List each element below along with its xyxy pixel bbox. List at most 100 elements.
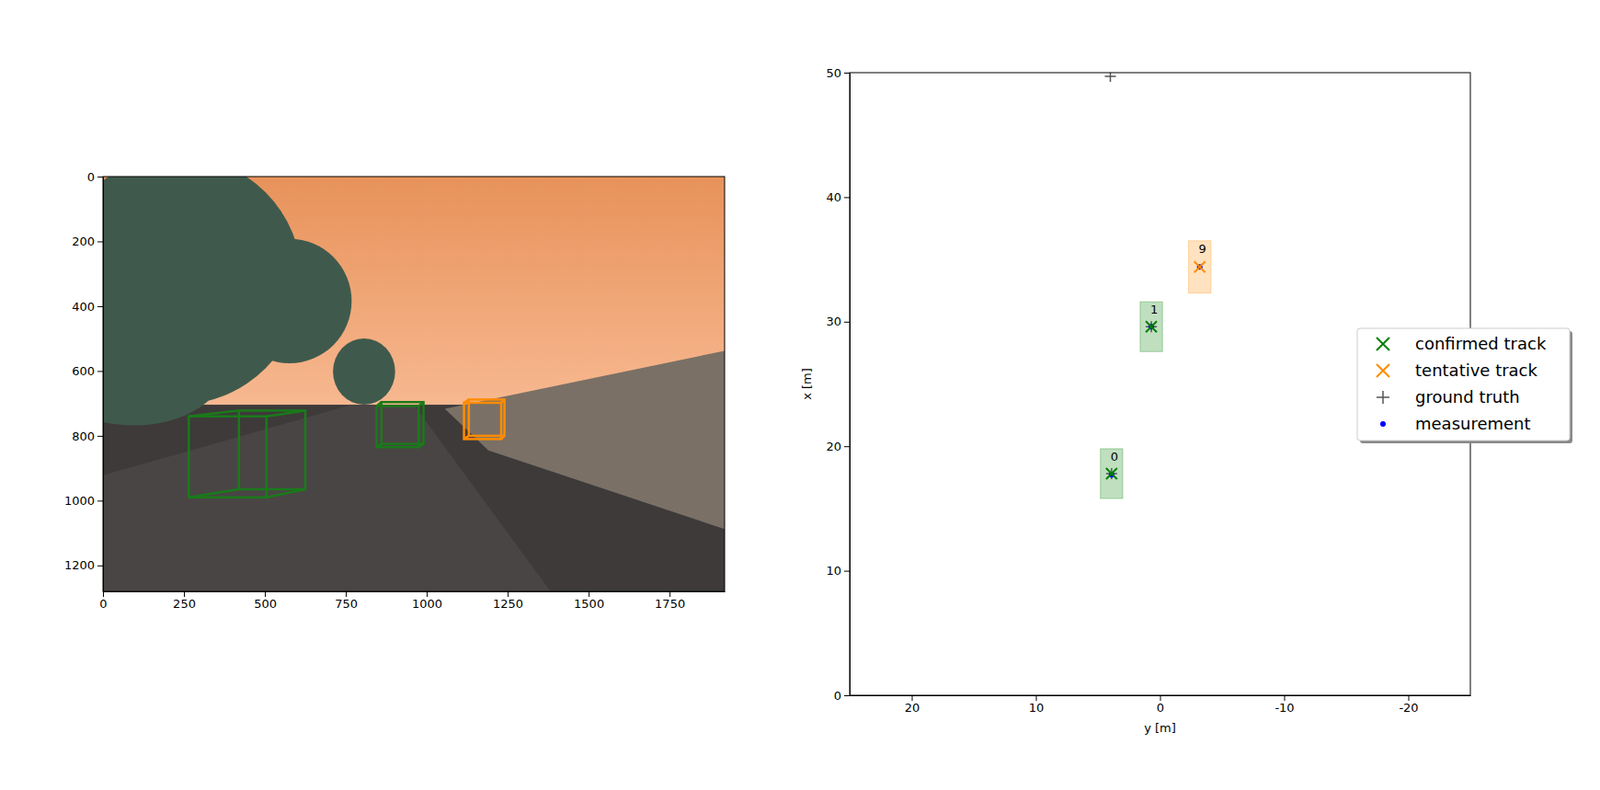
- tick: 800: [71, 429, 103, 444]
- wall: [445, 350, 725, 529]
- legend-entry: tentative track: [1376, 360, 1539, 380]
- legend-label: tentative track: [1415, 360, 1539, 380]
- tick-label: 0: [1156, 700, 1165, 715]
- tick-mark: [264, 591, 266, 597]
- tick-mark: [97, 306, 103, 308]
- tick-label: 600: [71, 364, 95, 378]
- tick-mark: [912, 695, 914, 701]
- box-edge: [377, 444, 382, 448]
- tick-label: 1500: [573, 596, 605, 611]
- point: [1106, 468, 1118, 480]
- track-extent: [1188, 240, 1212, 294]
- tick-mark: [97, 176, 103, 178]
- box-face: [464, 402, 502, 439]
- tick-mark: [1284, 695, 1286, 701]
- tick: 0: [99, 591, 107, 611]
- tick-label: 500: [253, 596, 277, 611]
- tick-label: 20: [904, 700, 921, 715]
- tick-mark: [97, 435, 103, 437]
- legend-label: measurement: [1415, 413, 1532, 434]
- legend-label: ground truth: [1415, 387, 1520, 407]
- box-face: [381, 401, 424, 444]
- tick: 0: [834, 688, 850, 703]
- tick: 1750: [654, 591, 686, 611]
- tick-mark: [844, 321, 850, 323]
- tick-label: 1000: [64, 493, 95, 508]
- tick-mark: [97, 370, 103, 372]
- box-face: [239, 410, 306, 490]
- box-face: [188, 416, 266, 498]
- box-edge: [188, 410, 240, 416]
- marks: [1100, 72, 1212, 499]
- tree: [332, 338, 396, 405]
- tick-mark: [345, 591, 347, 597]
- box-edge: [377, 401, 382, 406]
- legend-entry: measurement: [1380, 413, 1532, 434]
- tick-label: 50: [825, 66, 842, 80]
- tree: [102, 300, 228, 425]
- tick-mark: [97, 500, 103, 502]
- tick-label: -10: [1274, 700, 1294, 715]
- x-axis-title: y [m]: [1143, 720, 1177, 735]
- tick: 1000: [64, 493, 103, 508]
- track-label: 9: [1199, 241, 1207, 256]
- legend-label: confirmed track: [1415, 333, 1547, 354]
- tick: 1250: [492, 591, 524, 611]
- tick-label: 0: [87, 170, 95, 184]
- tick-label: 10: [1028, 700, 1045, 715]
- box-edge: [418, 401, 423, 406]
- tick-mark: [844, 196, 850, 198]
- tree: [227, 239, 352, 364]
- box-edge: [188, 489, 240, 498]
- tick-mark: [102, 591, 104, 597]
- track-extent: [1140, 301, 1163, 352]
- tick-mark: [844, 445, 850, 447]
- tick: 500: [253, 591, 277, 611]
- tick: 1000: [411, 591, 443, 611]
- tick: -20: [1398, 695, 1418, 715]
- tick: 1500: [573, 591, 605, 611]
- tick-label: 40: [825, 190, 842, 205]
- tick-mark: [1036, 695, 1038, 701]
- tick-label: 1750: [654, 596, 686, 611]
- tick-label: 0: [99, 596, 107, 611]
- box-face: [377, 405, 420, 447]
- legend-entry: confirmed track: [1376, 333, 1547, 354]
- box-edge: [418, 444, 423, 448]
- tick-label: 1250: [492, 596, 524, 611]
- box-face: [468, 399, 505, 435]
- tick: 20: [825, 439, 850, 454]
- figure: 0250500750100012501500175002004006008001…: [0, 0, 1600, 790]
- box-3d: [464, 399, 505, 439]
- tick-label: 200: [71, 234, 95, 249]
- tick: -10: [1274, 695, 1294, 715]
- axis: 0 200 400 600 800 1000 1200: [64, 170, 104, 593]
- tick: 750: [334, 591, 358, 611]
- axis: 0 250 500 750 1000 1250 1500 1750: [99, 591, 725, 611]
- tick: 1200: [64, 558, 103, 572]
- tick: 40: [825, 190, 850, 205]
- tick-mark: [844, 72, 850, 74]
- box-edge: [501, 435, 505, 440]
- tick-label: 800: [71, 429, 95, 444]
- tick-label: 20: [825, 439, 842, 454]
- track-extent: [1100, 448, 1123, 499]
- axis: 01020304050: [825, 66, 850, 703]
- box-3d: [377, 401, 424, 447]
- point: [1145, 320, 1157, 332]
- point: [1106, 468, 1118, 480]
- tick-mark: [97, 240, 103, 242]
- legend-marker: [1380, 421, 1386, 427]
- tick: 10: [1028, 695, 1045, 715]
- box-edge: [501, 399, 505, 403]
- tick: 400: [71, 299, 103, 314]
- tick-mark: [588, 591, 590, 597]
- track-label: 1: [1150, 302, 1158, 317]
- legend-marker: [1376, 390, 1390, 404]
- tick-label: 250: [172, 596, 196, 611]
- plot-frame: [102, 176, 725, 592]
- y-axis-title: x [m]: [800, 367, 814, 400]
- tick-label: 400: [71, 299, 95, 314]
- axis: 20 10 0 -10 -20: [850, 695, 1472, 715]
- tick-mark: [507, 591, 509, 597]
